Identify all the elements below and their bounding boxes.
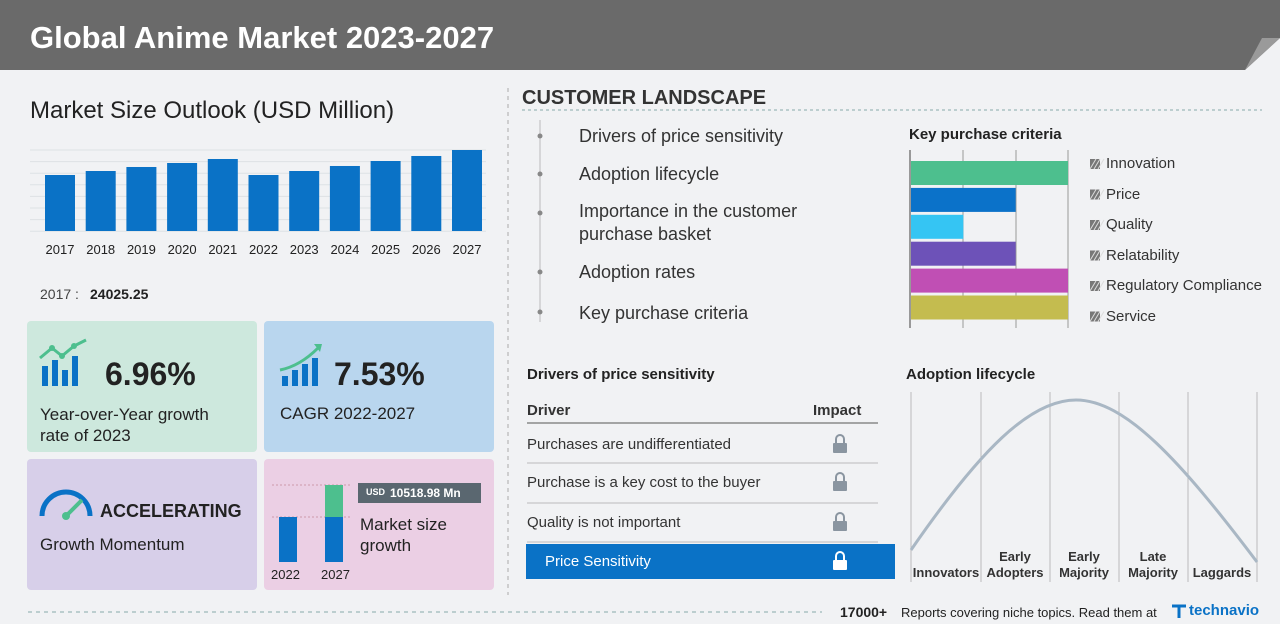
criteria-bar [911,296,1068,320]
bar [208,159,238,231]
list-bullet [538,172,543,177]
x-tick-label: 2024 [330,242,359,257]
growth-label: Market size growth [360,514,470,556]
x-tick-label: 2017 [46,242,75,257]
lock-icon [833,443,847,453]
adoption-title: Adoption lifecycle [906,366,1035,383]
cagr-label: CAGR 2022-2027 [280,404,415,424]
bar [86,171,116,231]
footer-count: 17000+ [840,604,887,620]
legend-label: Quality [1106,216,1153,233]
bar [411,156,441,231]
title: Global Anime Market 2023-2027 [30,20,494,56]
yoy-value: 6.96% [105,356,196,393]
x-tick-label: 2021 [208,242,237,257]
bar [45,175,75,231]
x-tick-label: 2019 [127,242,156,257]
lock-icon [833,481,847,491]
stage-label: Innovators [910,565,982,581]
base-label: 2017 : [40,286,79,302]
table-header: Driver [527,402,570,419]
list-bullet [538,211,543,216]
cagr-value: 7.53% [334,356,425,393]
legend-label: Regulatory Compliance [1106,277,1262,294]
legend-label: Innovation [1106,155,1175,172]
list-bullet [538,270,543,275]
x-tick-label: 2022 [249,242,278,257]
bar [330,166,360,231]
stage-label: Early Majority [1048,549,1120,581]
stage-label: Late Majority [1117,549,1189,581]
growth-year: 2027 [321,567,350,582]
stage-label: Early Adopters [979,549,1051,581]
bar [126,167,156,231]
criteria-bar [911,269,1068,293]
footer-text: Reports covering niche topics. Read them… [901,605,1157,620]
momentum-value: ACCELERATING [100,501,242,522]
stage-label: Laggards [1186,565,1258,581]
currency: USD [366,487,385,497]
x-tick-label: 2020 [168,242,197,257]
bar [452,150,482,231]
list-item: Adoption lifecycle [579,163,824,186]
legend-label: Service [1106,308,1156,325]
bar [249,175,279,231]
lifecycle-curve [911,400,1257,562]
table-cell: Quality is not important [527,514,680,531]
list-bullet [538,310,543,315]
list-item: Adoption rates [579,261,824,284]
card-bg [27,459,257,590]
base-value: 24025.25 [90,286,148,302]
drivers-title: Drivers of price sensitivity [527,366,715,383]
list-item: Drivers of price sensitivity [579,125,824,148]
lock-icon [836,473,844,481]
criteria-title: Key purchase criteria [909,126,1062,143]
criteria-bar [911,188,1016,212]
bar [167,163,197,231]
growth-year: 2022 [271,567,300,582]
x-tick-label: 2023 [290,242,319,257]
legend-label: Relatability [1106,247,1179,264]
growth-value: 10518.98 Mn [390,486,461,500]
x-tick-label: 2027 [453,242,482,257]
criteria-bar [911,242,1016,266]
criteria-bar [911,161,1068,185]
list-bullet [538,134,543,139]
table-cell: Purchases are undifferentiated [527,436,731,453]
list-item: Importance in the customer purchase bask… [579,200,824,246]
criteria-bar [911,215,963,239]
brand-icon [1172,606,1186,618]
bar [371,161,401,231]
table-header: Impact [813,402,861,419]
footer-brand: technavio [1189,602,1259,619]
x-tick-label: 2018 [86,242,115,257]
momentum-label: Growth Momentum [40,535,185,555]
table-cell: Price Sensitivity [545,553,651,570]
x-tick-label: 2025 [371,242,400,257]
chart-title: Market Size Outlook (USD Million) [30,97,394,125]
bar [289,171,319,231]
section-title: CUSTOMER LANDSCAPE [522,87,766,110]
lock-icon [836,513,844,521]
table-cell: Purchase is a key cost to the buyer [527,474,760,491]
x-tick-label: 2026 [412,242,441,257]
lock-icon [833,521,847,531]
yoy-label: Year-over-Year growth rate of 2023 [40,404,210,446]
lock-icon [833,560,847,570]
lock-icon [836,435,844,443]
legend-label: Price [1106,186,1140,203]
list-item: Key purchase criteria [579,302,824,325]
